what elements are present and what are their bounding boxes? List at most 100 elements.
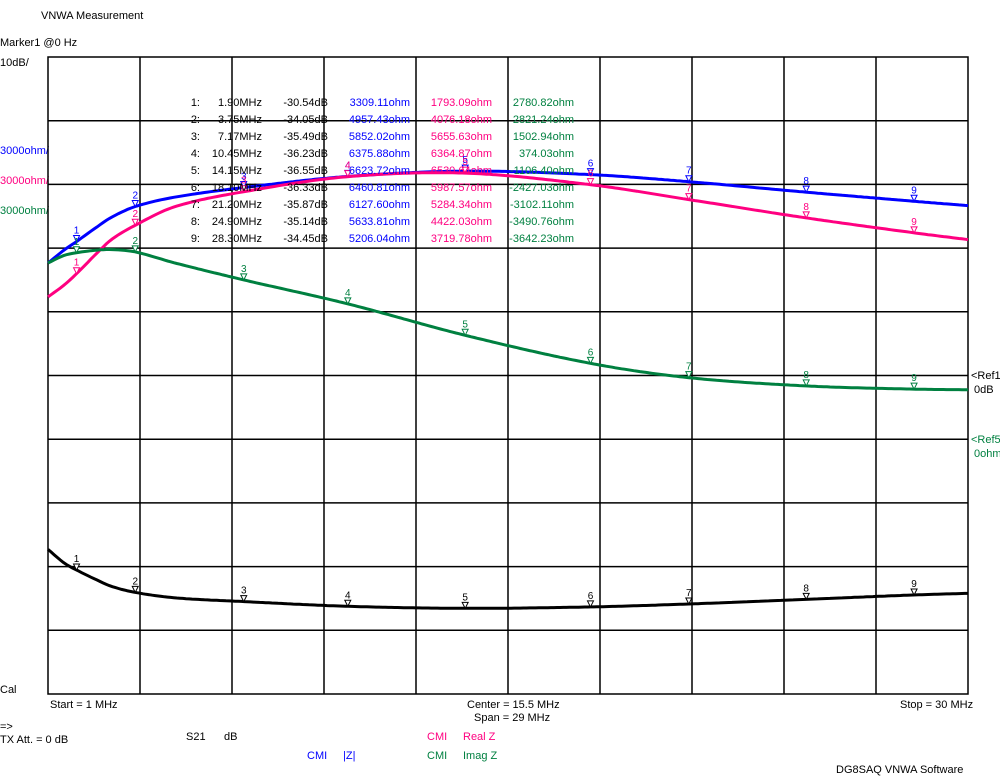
marker-label: 2 <box>132 236 138 247</box>
marker-id: 7: <box>190 199 200 211</box>
marker-label: 6 <box>588 169 594 180</box>
marker-freq: 14.15MHz <box>211 165 262 177</box>
tx-attenuation: TX Att. = 0 dB <box>0 734 69 746</box>
start-frequency: Start = 1 MHz <box>50 699 118 711</box>
marker-db: -34.05dB <box>283 114 328 126</box>
marker-imagz: -2427.03ohm <box>509 182 574 194</box>
real-z-trace-name[interactable]: Real Z <box>463 731 496 743</box>
marker-label: 3 <box>241 586 247 597</box>
marker-label: 5 <box>462 319 468 330</box>
marker-triangle <box>910 226 918 234</box>
marker-label: 1 <box>74 554 80 565</box>
marker-label: 9 <box>911 373 917 384</box>
imag-z-mode[interactable]: CMI <box>427 750 448 762</box>
marker-imagz: -1106.40ohm <box>509 165 574 177</box>
marker-triangle <box>910 382 918 391</box>
marker-triangle <box>72 235 81 243</box>
marker-db: -30.54dB <box>283 97 328 109</box>
real-z-mode[interactable]: CMI <box>427 731 448 743</box>
marker-imagz: -3102.11ohm <box>509 199 574 211</box>
marker-table: 1: 1.90MHz -30.54dB 3309.11ohm 1793.09ohm 278… <box>0 97 1000 257</box>
marker-triangle <box>131 218 140 227</box>
marker-triangle <box>802 211 811 220</box>
marker-id: 8: <box>190 216 200 228</box>
marker-triangle <box>802 379 811 388</box>
marker-label: 4 <box>345 161 351 172</box>
marker-triangle <box>685 371 693 379</box>
abs-z-trace-name[interactable]: |Z| <box>343 750 356 762</box>
marker-label: 7 <box>686 588 692 599</box>
marker-triangle <box>131 200 140 208</box>
marker-triangle <box>239 185 248 193</box>
marker-triangle <box>586 356 595 365</box>
marker-label: 3 <box>241 264 247 275</box>
marker-triangle <box>343 599 352 608</box>
marker-absz: 6460.81ohm <box>348 182 410 194</box>
marker-label: 5 <box>462 592 468 603</box>
marker-label: 5 <box>462 155 468 166</box>
marker-imagz: 1502.94ohm <box>512 131 574 143</box>
window-title: VNWA Measurement <box>41 10 144 22</box>
ref2-label: <Ref5 <box>971 434 1000 446</box>
marker-label: 9 <box>911 185 917 196</box>
marker-absz: 5633.81ohm <box>348 216 410 228</box>
marker-id: 6: <box>190 182 200 194</box>
abs-z-scale-label: 3000ohm/ <box>0 145 49 157</box>
marker-triangle <box>802 592 811 601</box>
marker-triangle <box>239 273 248 282</box>
marker-id: 9: <box>190 233 200 245</box>
marker-freq: 3.75MHz <box>217 114 262 126</box>
marker-db: -36.55dB <box>283 165 328 177</box>
marker-id: 1: <box>190 97 200 109</box>
marker-label: 1 <box>74 226 80 237</box>
marker-label: 2 <box>132 209 138 220</box>
marker-label: 9 <box>911 579 917 590</box>
marker-triangle <box>586 600 595 609</box>
trace--z- <box>47 169 969 265</box>
marker-id: 5: <box>190 165 200 177</box>
marker-triangle <box>239 181 248 189</box>
marker-row: 2: 3.75MHz -34.05dB 4957.43ohm 4076.18ohm 282… <box>0 114 1000 131</box>
marker-triangle <box>343 170 352 178</box>
marker-row: 4: 10.45MHz -36.23dB 6375.88ohm 6364.87ohm 37… <box>0 148 1000 165</box>
marker-id: 3: <box>190 131 200 143</box>
marker-realz: 5284.34ohm <box>430 199 492 211</box>
marker-freq: 28.30MHz <box>211 233 262 245</box>
marker-triangle <box>72 563 81 572</box>
marker-absz: 4957.43ohm <box>348 114 410 126</box>
marker-triangle <box>586 168 595 176</box>
trace-parameter[interactable]: S21 <box>186 731 206 743</box>
marker-row: 3: 7.17MHz -35.49dB 5852.02ohm 5655.63ohm 150… <box>0 131 1000 148</box>
chart-traces <box>47 169 969 610</box>
marker-triangle <box>461 328 469 337</box>
marker-label: 6 <box>588 347 594 358</box>
marker-label: 3 <box>241 172 247 183</box>
marker-label: 2 <box>132 576 138 587</box>
ref1-label: <Ref1 <box>971 370 1000 382</box>
marker-triangle <box>131 245 140 254</box>
marker-realz: 6364.87ohm <box>430 148 492 160</box>
marker-label: 8 <box>803 176 809 187</box>
marker-db: -36.23dB <box>283 148 328 160</box>
marker-row: 9: 28.30MHz -34.45dB 5206.04ohm 3719.78ohm -3… <box>0 233 1000 250</box>
arrow-indicator: => <box>0 721 13 733</box>
marker-freq: 1.90MHz <box>217 97 262 109</box>
marker-label: 9 <box>911 217 917 228</box>
db-scale-label: 10dB/ <box>0 57 29 69</box>
marker-triangle <box>461 166 469 175</box>
marker-absz: 6375.88ohm <box>348 148 410 160</box>
abs-z-mode[interactable]: CMI <box>307 750 328 762</box>
marker-imagz: 2780.82ohm <box>512 97 574 109</box>
marker-label: 7 <box>686 362 692 373</box>
ref1-value: 0dB <box>974 384 994 396</box>
imag-z-trace-name[interactable]: Imag Z <box>463 750 498 762</box>
center-frequency: Center = 15.5 MHz <box>467 699 560 711</box>
marker-label: 1 <box>74 258 80 269</box>
trace-unit[interactable]: dB <box>224 731 238 743</box>
marker-triangle <box>131 585 140 594</box>
marker-label: 4 <box>345 288 351 299</box>
marker-triangle <box>910 588 918 597</box>
marker-realz: 1793.09ohm <box>430 97 492 109</box>
